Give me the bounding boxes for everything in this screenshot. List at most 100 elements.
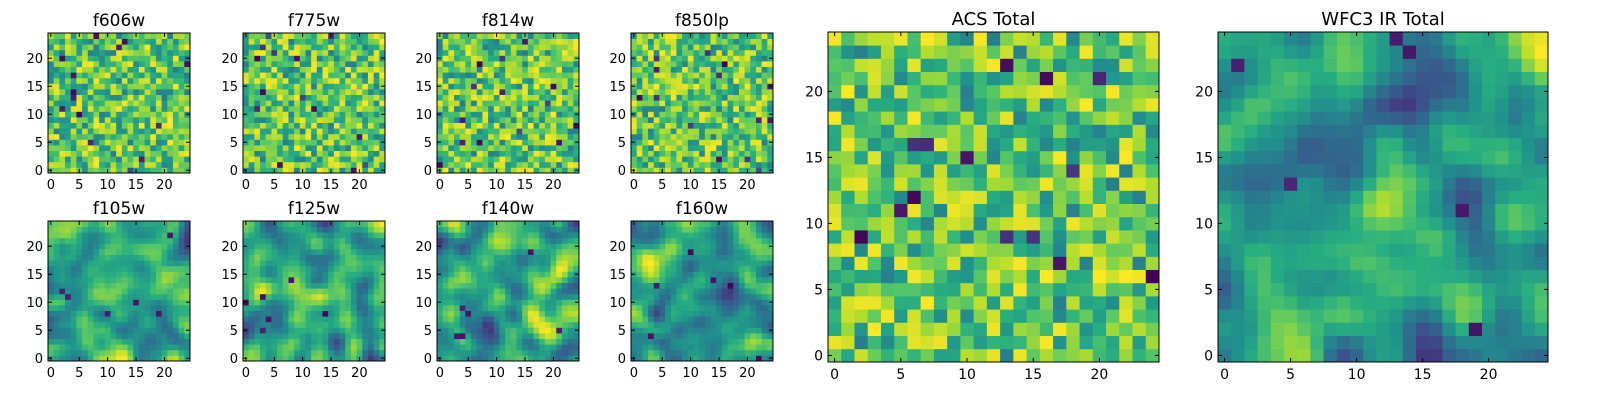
heatmap-cell: [299, 333, 306, 339]
heatmap-cell: [48, 145, 55, 151]
heatmap-cell: [87, 150, 94, 157]
heatmap-cell: [93, 161, 100, 168]
heatmap-cell: [87, 349, 94, 356]
heatmap-cell: [144, 139, 151, 146]
heatmap-cell: [488, 243, 495, 250]
heatmap-cell: [687, 321, 694, 328]
heatmap-cell: [260, 349, 267, 356]
heatmap-cell: [116, 226, 123, 233]
heatmap-cell: [121, 232, 128, 239]
heatmap-cell: [693, 161, 700, 168]
heatmap-cell: [116, 237, 123, 244]
heatmap-cell: [328, 49, 335, 56]
heatmap-cell: [670, 293, 677, 300]
heatmap-cell: [488, 66, 495, 73]
heatmap-cell: [288, 66, 295, 73]
heatmap-cell: [172, 338, 180, 345]
heatmap-cell: [110, 128, 117, 135]
heatmap-cell: [693, 310, 700, 317]
heatmap-cell: [744, 349, 751, 356]
heatmap-cell: [161, 105, 168, 112]
heatmap-cell: [127, 226, 134, 233]
heatmap-cell: [544, 344, 551, 351]
heatmap-cell: [573, 226, 580, 233]
heatmap-cell: [356, 55, 363, 62]
heatmap-cell: [704, 61, 711, 67]
heatmap-cell: [373, 293, 380, 300]
heatmap-cell: [704, 44, 711, 51]
heatmap-cell: [573, 288, 580, 295]
heatmap-cell: [172, 316, 180, 323]
heatmap-cell: [110, 111, 117, 118]
heatmap-cell: [755, 344, 763, 351]
heatmap-cell: [345, 221, 352, 227]
heatmap-cell: [260, 344, 267, 351]
heatmap-cell: [761, 94, 768, 101]
heatmap-cell: [567, 254, 574, 261]
heatmap-cell: [476, 38, 483, 45]
heatmap-cell: [750, 161, 757, 168]
heatmap-cell: [316, 226, 323, 233]
heatmap-cell: [510, 167, 517, 174]
heatmap-cell: [254, 288, 261, 295]
heatmap-cell: [454, 254, 461, 261]
heatmap-cell: [299, 105, 306, 112]
heatmap-cell: [167, 321, 174, 328]
heatmap-cell: [761, 33, 768, 39]
heatmap-cell: [184, 349, 191, 356]
heatmap-cell: [127, 355, 134, 362]
heatmap-cell: [642, 271, 649, 278]
heatmap-cell: [522, 271, 529, 278]
heatmap-cell: [356, 254, 363, 261]
heatmap-cell: [167, 133, 174, 140]
heatmap-cell: [704, 161, 711, 168]
heatmap-cell: [178, 305, 185, 311]
heatmap-cell: [328, 83, 335, 90]
heatmap-cell: [682, 355, 689, 362]
heatmap-cell: [642, 327, 649, 334]
heatmap-cell: [761, 105, 768, 112]
heatmap-cell: [510, 66, 517, 73]
heatmap-cell: [721, 44, 728, 51]
heatmap-cell: [733, 44, 740, 51]
heatmap-cell: [99, 265, 106, 272]
heatmap-cell: [670, 117, 677, 123]
heatmap-cell: [437, 61, 444, 67]
heatmap-cell: [659, 338, 666, 345]
heatmap-cell: [448, 117, 455, 123]
heatmap-cell: [567, 33, 574, 39]
heatmap-cell: [716, 122, 723, 129]
heatmap-cell: [362, 133, 369, 140]
heatmap-cell: [561, 282, 569, 289]
heatmap-cell: [767, 38, 774, 45]
heatmap-cell: [544, 237, 551, 244]
heatmap-cell: [631, 338, 638, 345]
heatmap-cell: [527, 260, 534, 267]
heatmap-cell: [505, 133, 512, 140]
heatmap-cell: [699, 161, 706, 168]
heatmap-cell: [379, 77, 386, 84]
heatmap-cell: [527, 117, 534, 123]
heatmap-cell: [277, 156, 284, 163]
heatmap-cell: [676, 105, 683, 112]
heatmap-cell: [127, 55, 134, 62]
heatmap-cell: [750, 355, 757, 362]
heatmap-cell: [642, 156, 649, 163]
heatmap-cell: [76, 333, 83, 339]
heatmap-cell: [561, 66, 569, 73]
heatmap-cell: [339, 44, 346, 51]
heatmap-cell: [733, 310, 740, 317]
heatmap-cell: [121, 316, 128, 323]
heatmap-cell: [104, 277, 111, 283]
heatmap-cell: [172, 277, 180, 283]
heatmap-cell: [260, 66, 267, 73]
heatmap-cell: [184, 89, 191, 95]
heatmap-cell: [721, 100, 728, 107]
heatmap-cell: [333, 89, 340, 95]
heatmap-cell: [121, 237, 128, 244]
heatmap-cell: [48, 338, 55, 345]
heatmap-cell: [299, 139, 306, 146]
heatmap-cell: [539, 221, 546, 227]
heatmap-cell: [665, 316, 672, 323]
heatmap-cell: [299, 305, 306, 311]
